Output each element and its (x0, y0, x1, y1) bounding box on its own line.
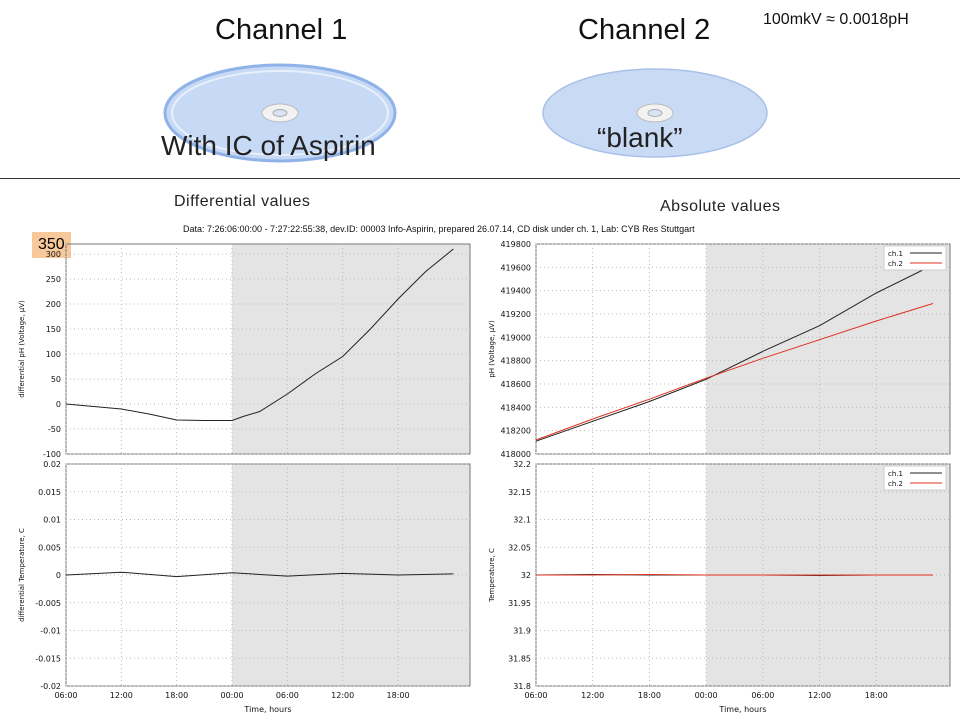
figure-title: Data: 7:26:06:00:00 - 7:27:22:55:38, dev… (183, 224, 695, 234)
x-tick-label: 00:00 (695, 691, 718, 700)
header-separator (0, 178, 960, 179)
y-tick-label: 419400 (500, 287, 531, 296)
y-tick-label: 200 (46, 300, 61, 309)
y-axis-label: differential Temperature, C (18, 528, 26, 622)
x-tick-label: 06:00 (524, 691, 547, 700)
y-tick-label: 31.95 (508, 599, 531, 608)
legend-label: ch.1 (888, 470, 903, 478)
y-tick-label: -50 (48, 425, 61, 434)
y-tick-label: 419800 (500, 240, 531, 249)
y-tick-label: 250 (46, 275, 61, 284)
x-tick-label: 06:00 (276, 691, 299, 700)
disc2-label: “blank” (597, 122, 683, 153)
y-tick-label: 32 (521, 571, 531, 580)
y-tick-label: 419000 (500, 333, 531, 342)
x-tick-label: 06:00 (751, 691, 774, 700)
chart-absolute-temperature: 32.232.1532.132.053231.9531.931.8531.806… (488, 460, 951, 714)
channel1-title: Channel 1 (215, 14, 348, 46)
legend-label: ch.1 (888, 250, 903, 258)
series-line-main (65, 571, 454, 578)
disc1-label: With IC of Aspirin (161, 130, 376, 161)
y-tick-label: 419600 (500, 263, 531, 272)
legend-box (883, 245, 947, 271)
y-tick-label: 100 (46, 350, 61, 359)
x-tick-label: 18:00 (387, 691, 410, 700)
y-tick-label: 31.85 (508, 654, 531, 663)
y-axis-label: pH (Voltage, µV) (488, 320, 496, 378)
y-tick-label: 150 (46, 325, 61, 334)
shaded-region (706, 244, 950, 454)
x-tick-label: 12:00 (331, 691, 354, 700)
y-tick-label: 50 (51, 375, 61, 384)
series-line-ch.2 (536, 573, 933, 576)
conversion-note: 100mkV ≈ 0.0018pH (763, 11, 909, 28)
y-tick-label: 0.005 (38, 543, 61, 552)
differential-label: Differential values (174, 193, 311, 210)
chart-absolute-ph: 419800 419600 419400 419200 419000 418800 4186… (488, 240, 951, 459)
legend-box (883, 465, 947, 491)
chart-differential-temperature: 0.02 0.015 0.01 0.005 0 -0.005 -0.01 -0.015 -0.0… (18, 460, 471, 714)
y-tick-label: 32.15 (508, 488, 531, 497)
x-tick-label: 06:00 (54, 691, 77, 700)
legend-label: ch.2 (888, 260, 903, 268)
x-tick-label: 00:00 (220, 691, 243, 700)
y-tick-label: -0.005 (35, 599, 61, 608)
y-tick-label: 32.05 (508, 543, 531, 552)
series-line-main (65, 248, 454, 421)
chart-differential-ph: 300 250 200 150 100 50 0 -50 -100 differential pH… (18, 243, 471, 459)
x-tick-label: 18:00 (165, 691, 188, 700)
y-tick-label: 418600 (500, 380, 531, 389)
x-axis-label: Time, hours (243, 705, 291, 714)
x-axis-label: Time, hours (718, 705, 766, 714)
series-line-ch.2 (535, 303, 934, 441)
disc-channel1 (163, 63, 397, 163)
y-tick-label: 418000 (500, 450, 531, 459)
series-line-ch.1 (535, 264, 934, 442)
value-badge: 350 (32, 232, 71, 258)
y-tick-label: -0.02 (40, 682, 61, 691)
y-axis-label: Temperature, C (488, 548, 496, 603)
channel2-title: Channel 2 (578, 14, 711, 46)
y-tick-label: 300 (46, 250, 61, 259)
y-tick-label: 418200 (500, 427, 531, 436)
legend-label: ch.2 (888, 480, 903, 488)
x-tick-label: 12:00 (110, 691, 133, 700)
x-tick-label: 12:00 (808, 691, 831, 700)
shaded-region (232, 244, 470, 454)
y-tick-label: 0.02 (43, 460, 61, 469)
y-tick-label: -0.015 (35, 654, 61, 663)
y-tick-label: 32.1 (513, 516, 531, 525)
x-tick-label: 18:00 (638, 691, 661, 700)
y-tick-label: 0.01 (43, 516, 61, 525)
y-tick-label: 0 (56, 571, 61, 580)
y-tick-label: 0.015 (38, 488, 61, 497)
y-axis-label: differential pH (Voltage, µV) (18, 300, 26, 398)
y-tick-label: 31.8 (513, 682, 531, 691)
y-tick-label: -0.01 (40, 627, 61, 636)
y-tick-label: 419200 (500, 310, 531, 319)
disc-channel2 (542, 68, 768, 158)
y-tick-label: -100 (43, 450, 61, 459)
y-tick-label: 418800 (500, 357, 531, 366)
y-tick-label: 32.2 (513, 460, 531, 469)
y-tick-label: 418400 (500, 403, 531, 412)
x-tick-label: 18:00 (865, 691, 888, 700)
x-tick-label: 12:00 (581, 691, 604, 700)
y-tick-label: 0 (56, 400, 61, 409)
y-tick-label: 31.9 (513, 627, 531, 636)
absolute-label: Absolute values (660, 198, 781, 215)
